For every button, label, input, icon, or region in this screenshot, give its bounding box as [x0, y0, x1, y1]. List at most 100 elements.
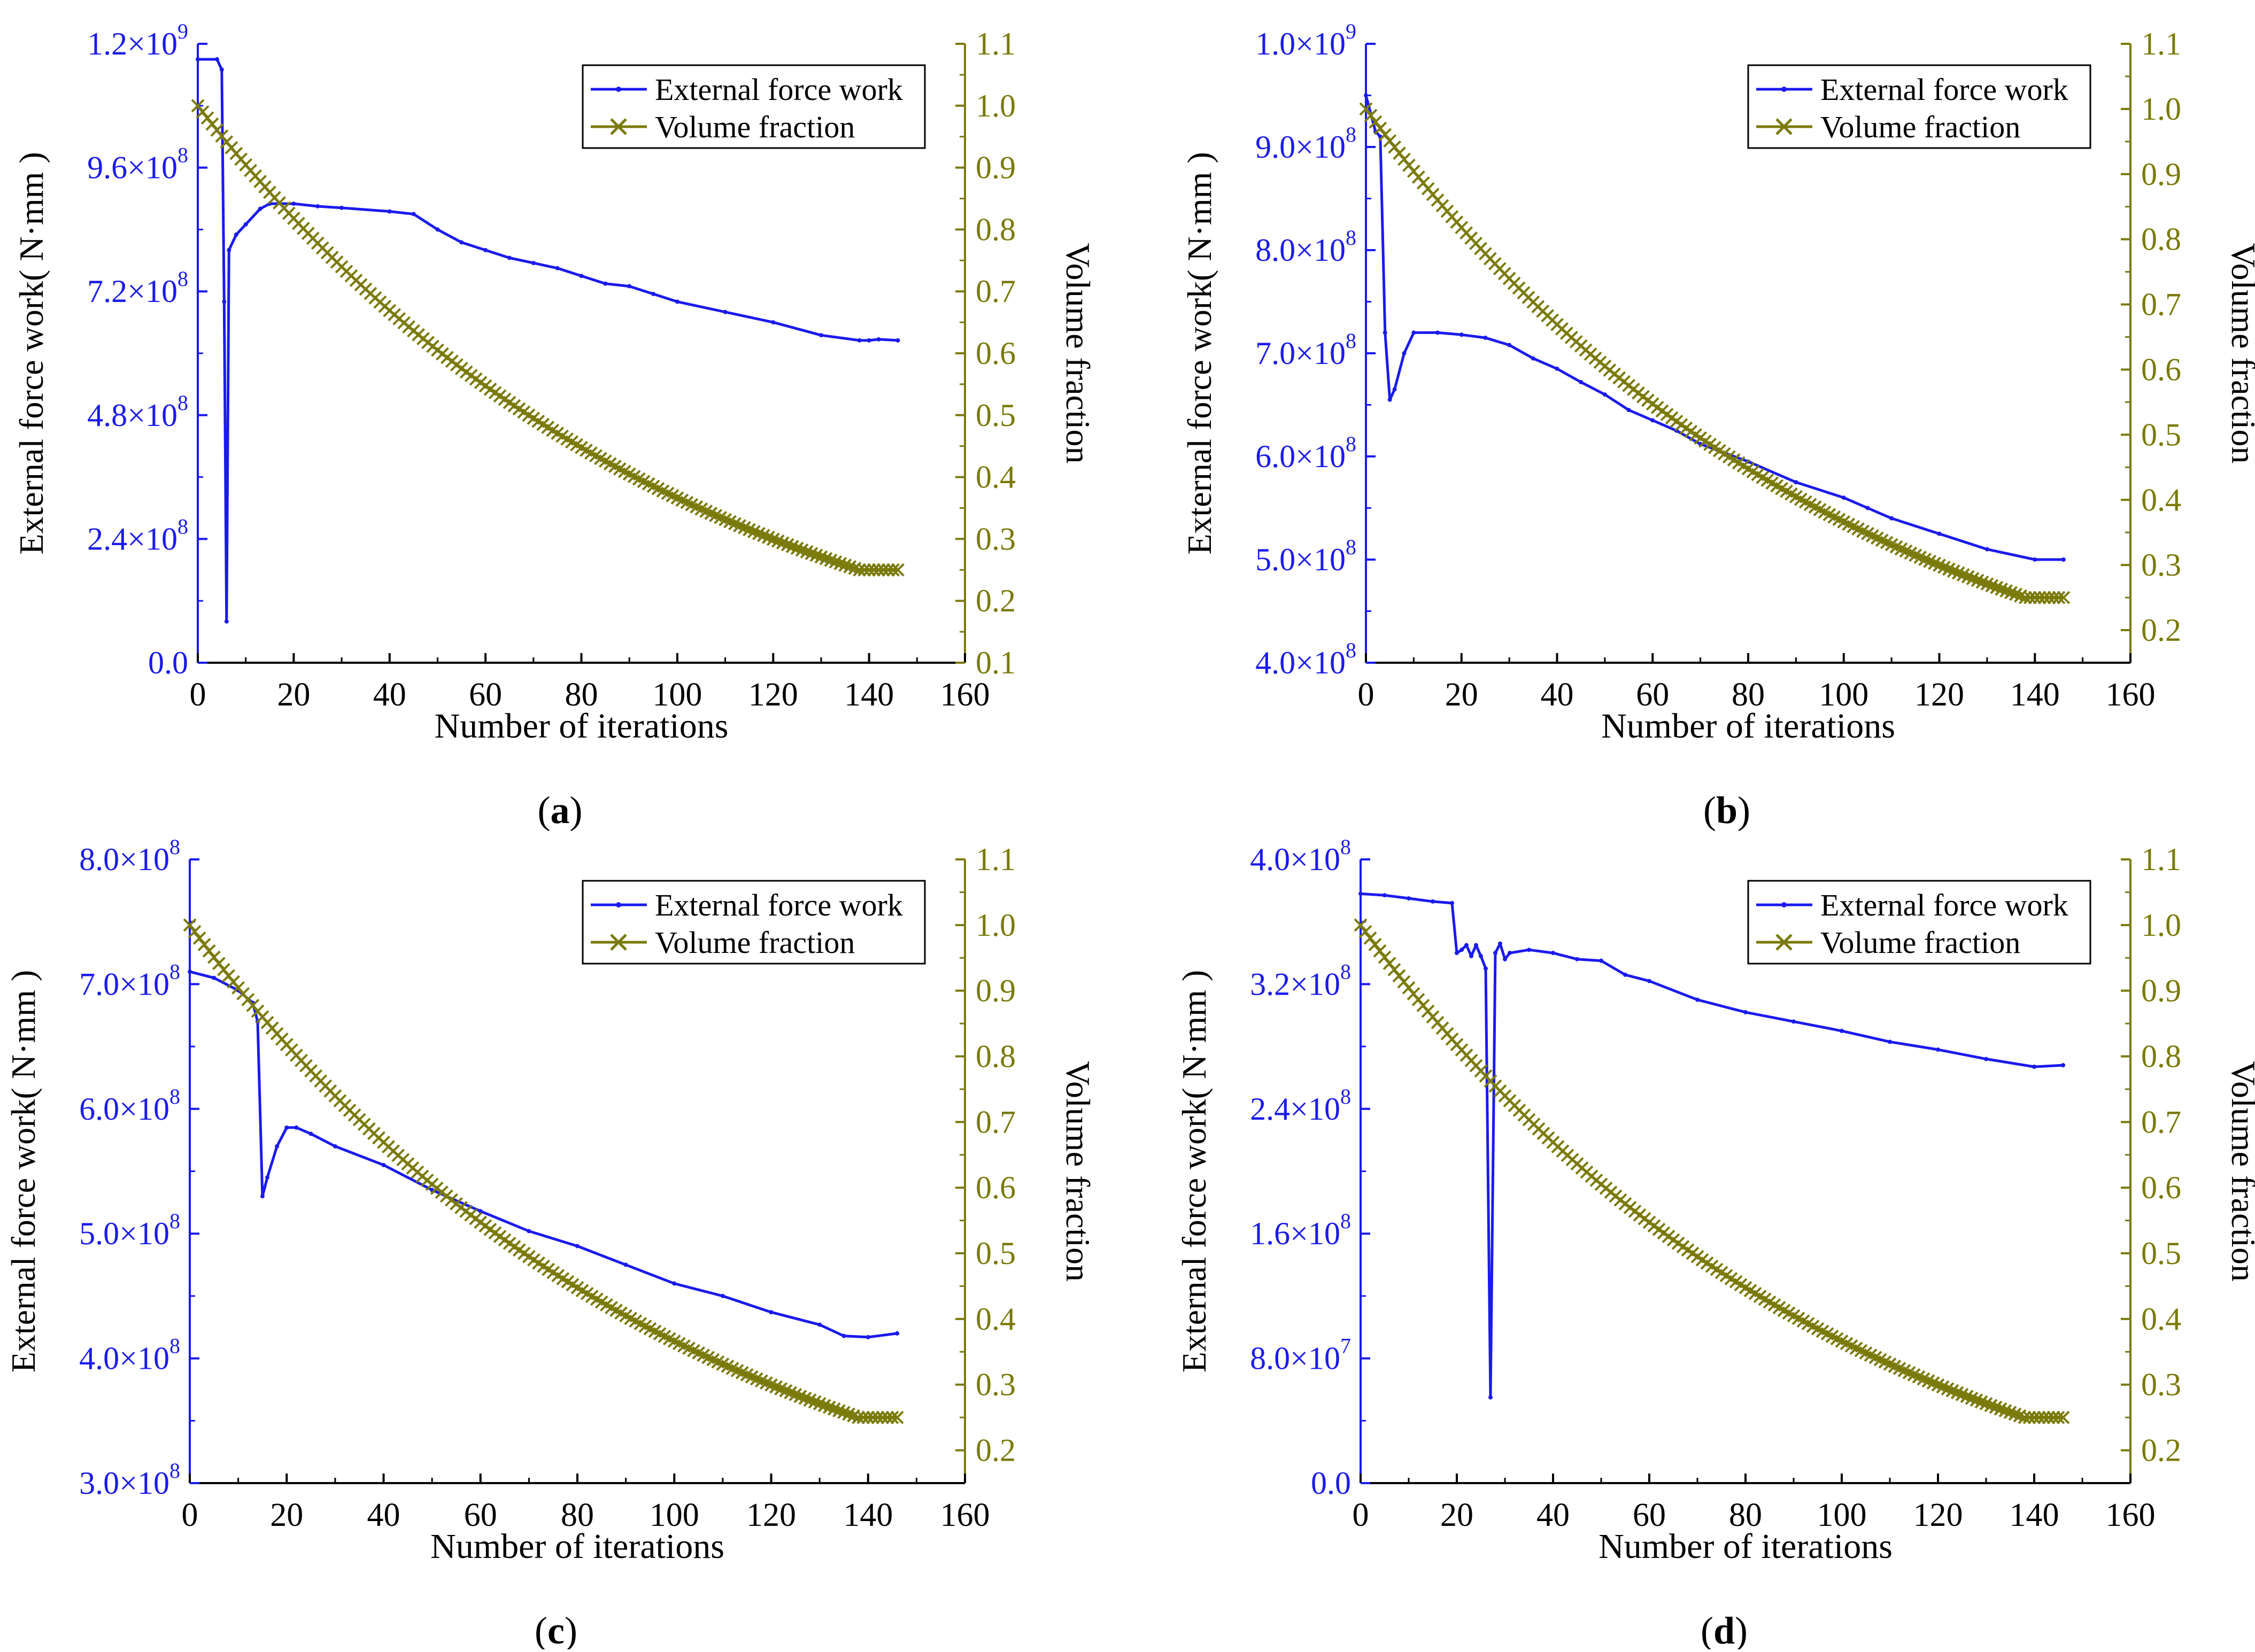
y-tick-label: 0.0 [1311, 1465, 1351, 1501]
y2-tick-label: 1.0 [2141, 908, 2181, 943]
y2-tick-label: 0.3 [976, 521, 1016, 556]
force-point [771, 320, 776, 325]
x-tick-label: 60 [1633, 1497, 1666, 1533]
y-tick-label: 4.0×108 [1255, 638, 1356, 680]
force-point [227, 248, 231, 252]
force-point [1387, 397, 1392, 402]
force-point [1392, 387, 1397, 392]
series-volume-fraction-line [197, 105, 898, 571]
caption-close: ) [565, 1609, 577, 1649]
force-point [2061, 557, 2066, 562]
force-point [243, 222, 248, 227]
series-external-force-work-line [189, 970, 898, 1339]
volume-marker [881, 1410, 894, 1424]
y-tick-label-base: 3.0×10 [79, 1465, 169, 1501]
y-axis-title: External force work( N·mm ) [1175, 970, 1213, 1372]
chart-panel-b: 0 20 40 60 80 100 120 140 1604.0×1085.0×1086.0×1… [1180, 19, 2255, 832]
force-point [1626, 408, 1631, 413]
force-point [1984, 1057, 1988, 1061]
caption-open: ( [1701, 1609, 1713, 1649]
y2-tick-label: 1.0 [2141, 91, 2181, 127]
volume-marker [2023, 591, 2037, 604]
force-point [1483, 336, 1488, 340]
y-tick-label-exponent: 8 [169, 1459, 180, 1483]
force-point [876, 337, 881, 342]
y-tick-label-exponent: 8 [177, 143, 188, 167]
x-tick-label: 100 [1819, 677, 1868, 713]
volume-marker [2033, 591, 2047, 604]
y-tick-label: 4.8×108 [87, 391, 188, 433]
volume-marker [2022, 1410, 2036, 1424]
x-tick-label: 40 [1541, 677, 1574, 713]
volume-marker [866, 1410, 880, 1424]
y-axis-title: External force work( N·mm ) [12, 152, 50, 554]
force-point [1469, 953, 1473, 958]
force-point [1527, 948, 1531, 952]
force-point [895, 338, 900, 343]
legend-volume-marker [610, 118, 627, 135]
x-tick-label: 120 [746, 1497, 796, 1533]
volume-marker [891, 563, 905, 577]
caption-letter: d [1713, 1609, 1735, 1649]
volume-marker [882, 563, 895, 577]
y-tick-label-exponent: 8 [1346, 535, 1356, 559]
y2-tick-label: 0.6 [976, 336, 1016, 371]
caption-close: ) [1737, 789, 1750, 832]
y2-tick-label: 0.7 [976, 274, 1016, 309]
force-point [219, 67, 224, 72]
chart-panel-a: 0 20 40 60 80 100 120 140 1600.02.4×1084.8×1087.… [12, 19, 1097, 832]
volume-marker [1354, 918, 1368, 932]
force-point [214, 57, 219, 61]
force-point [284, 1125, 289, 1130]
x-tick-label: 80 [565, 677, 598, 713]
force-point [1407, 896, 1411, 901]
x-tick-label: 100 [1817, 1497, 1867, 1533]
y-tick-label: 3.0×108 [79, 1459, 180, 1501]
y2-tick-label: 0.2 [2141, 1433, 2181, 1468]
x-axis-title: Number of iterations [1598, 1527, 1893, 1566]
force-point [603, 281, 608, 286]
force-point [1431, 899, 1435, 904]
panel-caption: (b) [1703, 789, 1750, 832]
volume-marker [2042, 591, 2056, 604]
y-tick-label-exponent: 8 [169, 1209, 180, 1233]
y-tick-label-base: 7.2×10 [87, 274, 177, 309]
volume-marker [2032, 1410, 2046, 1424]
force-point [1358, 891, 1363, 896]
y-tick-label-exponent: 8 [169, 835, 180, 859]
x-tick-label: 120 [748, 677, 798, 713]
force-point [575, 1244, 580, 1248]
force-point [483, 248, 488, 252]
x-axis-title: Number of iterations [430, 1527, 724, 1566]
volume-marker [2042, 1410, 2056, 1424]
force-point [1459, 332, 1464, 337]
volume-marker [885, 1410, 899, 1424]
volume-marker [1358, 925, 1372, 939]
y2-tick-label: 0.2 [976, 583, 1016, 618]
force-point [459, 240, 464, 245]
y-tick-label-exponent: 8 [169, 1334, 180, 1358]
volume-marker [2056, 1410, 2070, 1424]
y2-tick-label: 1.0 [976, 88, 1016, 123]
force-point [1889, 516, 1894, 521]
y-tick-label: 7.0×108 [1255, 329, 1356, 371]
x-tick-label: 60 [1636, 677, 1669, 713]
y-tick-label: 7.2×108 [87, 267, 188, 309]
y-tick-label-exponent: 8 [1346, 638, 1356, 662]
panel-caption: (d) [1701, 1609, 1748, 1649]
y-tick-label-exponent: 7 [1340, 1334, 1351, 1358]
y-tick-label-exponent: 8 [1346, 122, 1356, 146]
force-point [769, 1310, 774, 1315]
legend-volume-label: Volume fraction [655, 110, 855, 144]
x-tick-label: 60 [464, 1497, 497, 1533]
x-tick-label: 160 [940, 677, 990, 713]
force-point [818, 333, 823, 338]
volume-marker [886, 563, 900, 577]
volume-marker [188, 925, 202, 939]
y-tick-label-base: 3.2×10 [1250, 966, 1340, 1002]
force-point [527, 1229, 531, 1234]
y-tick-label: 5.0×108 [1255, 535, 1356, 577]
y-tick-label-base: 8.0×10 [1255, 232, 1346, 268]
force-point [2061, 1063, 2065, 1068]
y2-tick-label: 0.7 [2141, 287, 2181, 322]
